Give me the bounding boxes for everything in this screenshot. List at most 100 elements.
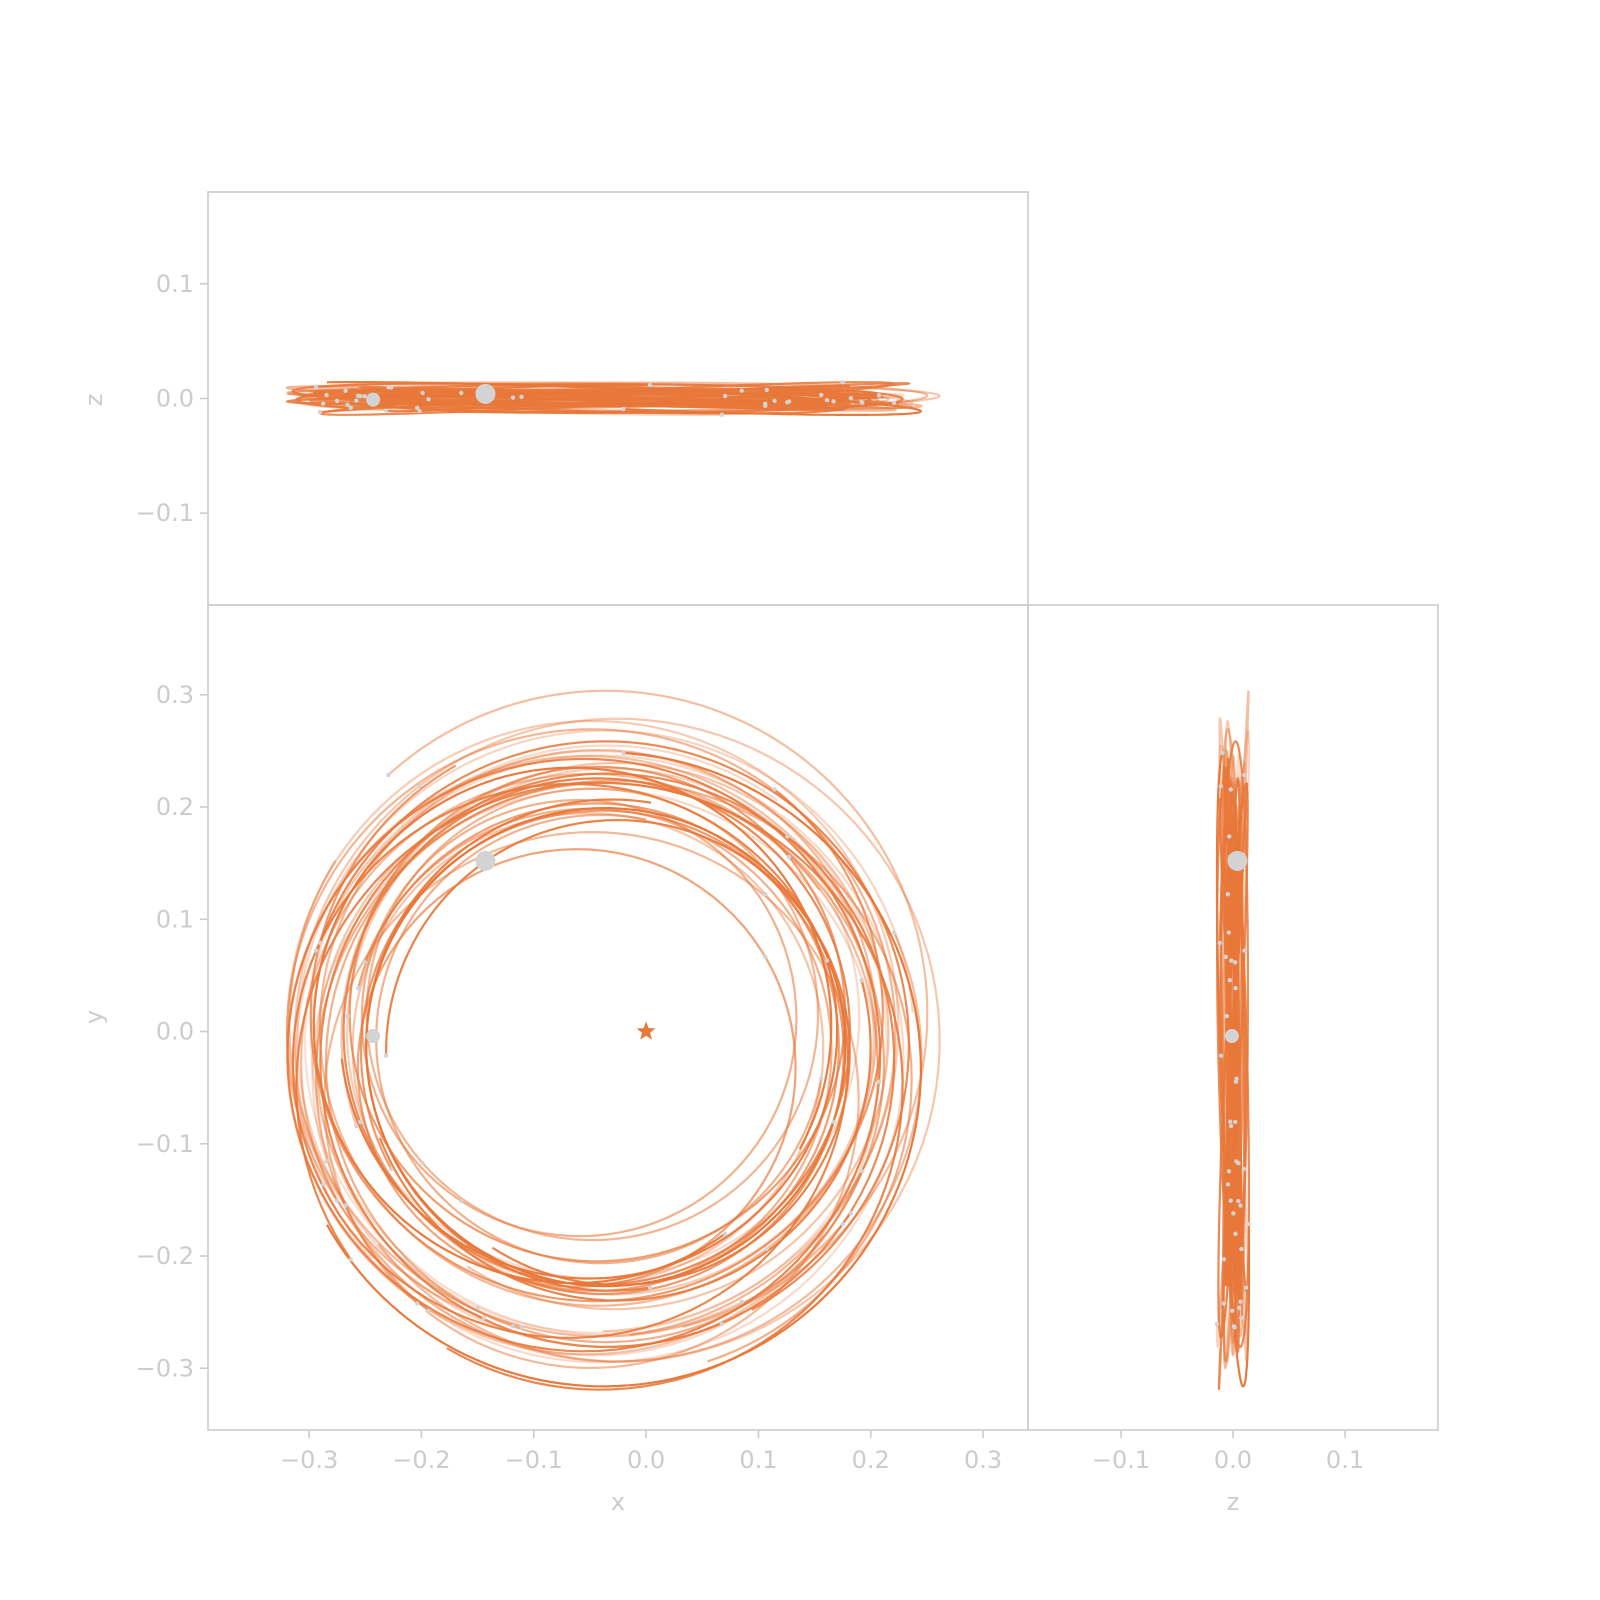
- body-zy-28: [1239, 1315, 1244, 1321]
- body-xz-3: [343, 388, 348, 393]
- orbit-xz-37: [296, 381, 914, 416]
- body-xy-4: [785, 834, 790, 839]
- orbit-xy-24: [365, 798, 652, 1292]
- body-xy-23: [786, 854, 792, 860]
- zy-xtick-label-0: −0.1: [1092, 1446, 1150, 1474]
- body-xy-34: [345, 1013, 350, 1019]
- xy-xtick-label-3: 0.0: [627, 1446, 665, 1474]
- body-xy-7: [354, 1123, 359, 1129]
- body-xz-23: [786, 399, 792, 404]
- xy-xtick-label-1: −0.2: [392, 1446, 450, 1474]
- body-xz-10: [313, 384, 319, 389]
- orbit-xz-40: [293, 390, 906, 407]
- orbit-xz-30: [293, 383, 941, 414]
- yticks-xz: −0.1 0.0 0.1: [136, 270, 208, 527]
- yticks-xy: −0.3 −0.2 −0.1 0.0 0.1 0.2 0.3: [136, 681, 208, 1382]
- body-zy-21: [1231, 1211, 1236, 1216]
- body-zy-11: [1228, 1119, 1233, 1124]
- orbit-zy-43: [1223, 766, 1243, 1285]
- body-zy-13: [1228, 787, 1233, 792]
- orbit-xy-31: [356, 848, 797, 1288]
- large-body-xz-0: [475, 383, 496, 404]
- orbit-xy-26: [286, 754, 864, 1356]
- body-zy-42: [1229, 1308, 1235, 1314]
- orbit-group-xz: [285, 381, 941, 416]
- orbit-zy-37: [1215, 729, 1251, 1349]
- body-xy-29: [459, 1198, 464, 1204]
- body-zy-9: [1221, 1257, 1227, 1262]
- body-zy-33: [1228, 1198, 1233, 1203]
- body-xz-0: [840, 380, 845, 385]
- body-xz-24: [647, 382, 653, 388]
- body-xy-16: [819, 1076, 824, 1081]
- xy-xtick-label-2: −0.1: [505, 1446, 563, 1474]
- xy-ytick-label-5: 0.2: [156, 793, 194, 821]
- body-xy-32: [386, 772, 391, 778]
- body-xz-11: [831, 399, 836, 404]
- orbit-xy-29: [360, 798, 798, 1238]
- orbit-xy-17: [326, 751, 923, 1388]
- orbit-zy-35: [1217, 744, 1249, 1336]
- body-xy-6: [362, 960, 367, 965]
- orbit-xy-38: [351, 811, 825, 1286]
- body-xz-16: [819, 392, 824, 398]
- orbit-xz-35: [309, 382, 778, 415]
- xlabel-zy: z: [1227, 1488, 1240, 1516]
- body-zy-27: [1234, 1159, 1239, 1164]
- body-xz-39: [824, 398, 830, 403]
- orbit-zy-39: [1224, 960, 1237, 1280]
- body-xz-22: [383, 408, 389, 413]
- xy-ytick-label-0: −0.3: [136, 1354, 194, 1382]
- body-xy-40: [320, 1182, 326, 1187]
- body-xz-2: [420, 390, 425, 396]
- body-zy-16: [1234, 1076, 1239, 1081]
- body-xy-14: [358, 1119, 363, 1125]
- body-xy-39: [824, 958, 830, 963]
- orbit-group-xy: [285, 689, 941, 1391]
- large-body-zy-1: [1224, 1029, 1239, 1044]
- body-zy-41: [1227, 978, 1233, 983]
- body-xy-8: [414, 1301, 420, 1306]
- orbit-zy-26: [1227, 753, 1239, 1356]
- body-xy-26: [860, 1169, 865, 1174]
- orbit-xy-40: [294, 754, 905, 1364]
- body-zy-38: [1225, 891, 1231, 897]
- xy-ytick-label-4: 0.1: [156, 905, 194, 933]
- xz-ytick-label-1: 0.0: [156, 385, 194, 413]
- body-xz-38: [763, 401, 768, 406]
- body-xy-17: [621, 750, 626, 756]
- orbit-xy-13: [309, 764, 884, 1303]
- orbit-xy-43: [312, 766, 833, 1285]
- body-zy-3: [1238, 1203, 1243, 1208]
- orbit-group-zy: [1215, 690, 1251, 1391]
- body-xz-1: [876, 393, 882, 398]
- body-xz-12: [510, 395, 516, 400]
- body-xz-43: [722, 393, 728, 399]
- body-xy-21: [848, 1211, 854, 1216]
- xy-ytick-label-1: −0.2: [136, 1242, 194, 1270]
- body-zy-19: [1233, 985, 1238, 991]
- orbit-xy-30: [293, 717, 941, 1363]
- xticks-xy: −0.3 −0.2 −0.1 0.0 0.1 0.2 0.3: [280, 1430, 1002, 1474]
- orbit-xy-41: [378, 979, 872, 1302]
- body-xy-5: [475, 1305, 481, 1311]
- xy-xtick-label-6: 0.3: [964, 1446, 1002, 1474]
- body-xy-31: [763, 954, 768, 960]
- body-zy-30: [1218, 783, 1224, 789]
- orbit-xy-2: [365, 787, 820, 1242]
- body-xz-6: [362, 394, 367, 399]
- body-xy-2: [420, 1160, 425, 1166]
- body-xz-27: [324, 392, 329, 398]
- body-xy-41: [859, 978, 864, 983]
- body-xz-37: [719, 412, 724, 418]
- body-xy-33: [334, 1198, 340, 1203]
- body-zy-5: [1236, 1305, 1242, 1311]
- zy-xtick-label-2: 0.1: [1326, 1446, 1364, 1474]
- body-xz-21: [848, 395, 854, 401]
- panel-xy: −0.3 −0.2 −0.1 0.0 0.1 0.2 0.3 −0.3 −0.2 −0.1 0.0…: [80, 604, 1029, 1516]
- body-xy-12: [510, 1324, 516, 1329]
- body-xy-0: [840, 1221, 845, 1227]
- body-xz-30: [417, 408, 422, 414]
